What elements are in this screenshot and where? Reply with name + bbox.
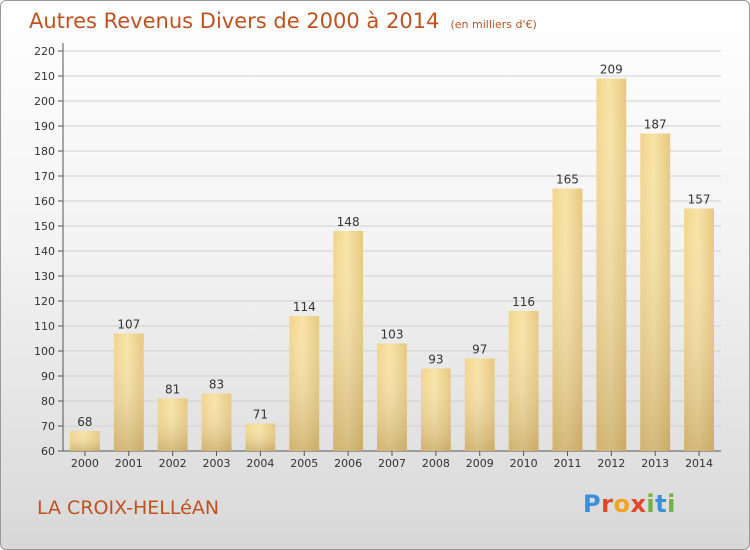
data-label: 83 xyxy=(209,378,224,392)
x-tick-label: 2004 xyxy=(246,457,274,470)
data-label: 116 xyxy=(512,295,535,309)
y-tick-label: 170 xyxy=(34,170,55,183)
x-tick-label: 2011 xyxy=(553,457,581,470)
bar-shade xyxy=(333,231,364,451)
data-label: 93 xyxy=(428,353,443,367)
bar-shade xyxy=(157,398,188,451)
data-label: 165 xyxy=(556,173,579,187)
y-tick-label: 160 xyxy=(34,195,55,208)
bar-shade xyxy=(420,368,451,451)
y-tick-label: 130 xyxy=(34,270,55,283)
bars xyxy=(70,78,714,451)
data-label: 148 xyxy=(337,215,360,229)
data-labels: 68 107 81 83 71 114 148 103 93 97 116 165 209 187 157 xyxy=(77,63,710,430)
x-tick-label: 2012 xyxy=(597,457,625,470)
data-label: 103 xyxy=(381,328,404,342)
data-label: 71 xyxy=(253,408,268,422)
data-label: 187 xyxy=(644,118,667,132)
bar-shade xyxy=(70,431,100,451)
x-tick-label: 2005 xyxy=(290,457,318,470)
x-tick-label: 2001 xyxy=(115,457,143,470)
data-label: 157 xyxy=(688,193,711,207)
y-tick-label: 190 xyxy=(34,120,55,133)
y-tick-label: 210 xyxy=(34,70,55,83)
x-tick-label: 2010 xyxy=(510,457,538,470)
data-label: 114 xyxy=(293,300,316,314)
bar-shade xyxy=(640,133,671,451)
chart-title-block: Autres Revenus Divers de 2000 à 2014 (en… xyxy=(29,9,537,33)
y-tick-label: 100 xyxy=(34,345,55,358)
bar-shade xyxy=(245,423,276,451)
chart-title: Autres Revenus Divers de 2000 à 2014 xyxy=(29,9,440,33)
y-tick-label: 60 xyxy=(41,445,55,458)
data-label: 107 xyxy=(117,318,140,332)
tick-labels: 60 70 80 90 100 110 120 130 140 150 160 170 180 190 20… xyxy=(34,45,713,470)
y-tick-label: 110 xyxy=(34,320,55,333)
y-tick-label: 180 xyxy=(34,145,55,158)
bar-shade xyxy=(377,343,407,451)
y-tick-label: 90 xyxy=(41,370,55,383)
bar-shade xyxy=(684,208,714,451)
x-tick-label: 2014 xyxy=(685,457,713,470)
x-tick-label: 2000 xyxy=(71,457,99,470)
x-tick-label: 2007 xyxy=(378,457,406,470)
chart-subtitle: (en milliers d'€) xyxy=(450,18,537,31)
bar-shade xyxy=(201,393,232,451)
data-label: 68 xyxy=(77,415,92,429)
data-label: 97 xyxy=(472,343,487,357)
bar-shade xyxy=(289,316,320,451)
x-tick-label: 2003 xyxy=(203,457,231,470)
bar-shade xyxy=(596,78,627,451)
y-tick-label: 150 xyxy=(34,220,55,233)
x-tick-label: 2008 xyxy=(422,457,450,470)
data-label: 81 xyxy=(165,383,180,397)
x-tick-label: 2009 xyxy=(466,457,494,470)
x-tick-label: 2013 xyxy=(641,457,669,470)
y-tick-label: 200 xyxy=(34,95,55,108)
y-tick-label: 220 xyxy=(34,45,55,58)
y-tick-label: 80 xyxy=(41,395,55,408)
data-label: 209 xyxy=(600,63,623,77)
bar-shade xyxy=(113,333,144,451)
bar-shade xyxy=(464,358,495,451)
bar-shade xyxy=(508,311,539,451)
y-tick-label: 120 xyxy=(34,295,55,308)
city-name: LA CROIX-HELLéAN xyxy=(37,497,220,519)
y-tick-label: 70 xyxy=(41,420,55,433)
x-tick-label: 2002 xyxy=(159,457,187,470)
bar-shade xyxy=(552,188,583,451)
y-tick-label: 140 xyxy=(34,245,55,258)
x-tick-label: 2006 xyxy=(334,457,362,470)
proxiti-logo: Proxiti xyxy=(583,490,676,518)
